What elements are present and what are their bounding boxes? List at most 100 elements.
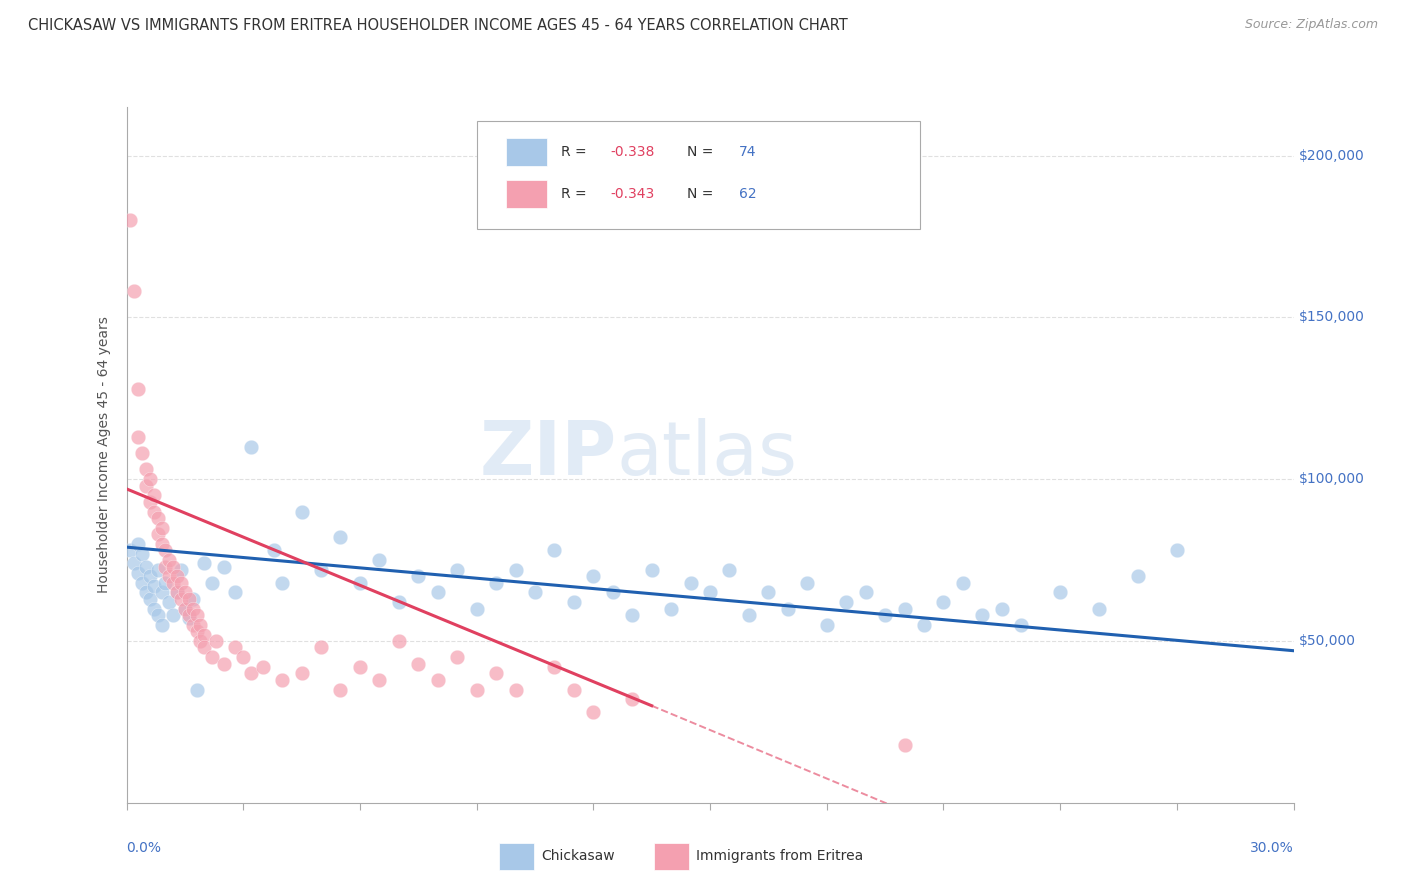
Point: [166, 585, 188, 599]
Point: [135, 462, 157, 476]
FancyBboxPatch shape: [506, 180, 547, 208]
Point: [166, 585, 188, 599]
Point: [212, 657, 235, 671]
FancyBboxPatch shape: [506, 138, 547, 166]
Point: [174, 601, 197, 615]
Point: [796, 575, 818, 590]
Point: [505, 682, 527, 697]
Point: [562, 595, 585, 609]
Point: [972, 608, 994, 623]
Point: [201, 650, 224, 665]
Point: [170, 591, 193, 606]
Text: Chickasaw: Chickasaw: [541, 849, 614, 863]
Point: [465, 682, 488, 697]
Point: [142, 601, 165, 615]
Point: [485, 666, 508, 681]
Point: [181, 591, 204, 606]
Point: [162, 559, 184, 574]
Point: [162, 608, 184, 623]
Point: [952, 575, 974, 590]
Point: [150, 521, 173, 535]
Point: [212, 559, 235, 574]
FancyBboxPatch shape: [477, 121, 920, 229]
Point: [157, 569, 180, 583]
Point: [240, 440, 263, 454]
Point: [205, 634, 228, 648]
Point: [446, 563, 468, 577]
Point: [157, 553, 180, 567]
Point: [142, 488, 165, 502]
Text: 0.0%: 0.0%: [127, 841, 162, 855]
Point: [139, 591, 162, 606]
Point: [181, 601, 204, 615]
Point: [543, 543, 565, 558]
Point: [582, 569, 605, 583]
Point: [186, 624, 208, 639]
Point: [127, 537, 149, 551]
Point: [193, 557, 215, 571]
Text: ZIP: ZIP: [479, 418, 617, 491]
Point: [1088, 601, 1111, 615]
Text: N =: N =: [686, 187, 717, 201]
Point: [815, 617, 838, 632]
Point: [349, 575, 371, 590]
Text: Immigrants from Eritrea: Immigrants from Eritrea: [696, 849, 863, 863]
Point: [174, 601, 197, 615]
Point: [408, 657, 430, 671]
Point: [271, 673, 294, 687]
Point: [162, 575, 184, 590]
Point: [131, 446, 153, 460]
Point: [120, 213, 142, 227]
Point: [738, 608, 761, 623]
Point: [523, 585, 546, 599]
Point: [1126, 569, 1149, 583]
Point: [127, 430, 149, 444]
Point: [485, 575, 508, 590]
Point: [659, 601, 682, 615]
Text: -0.343: -0.343: [610, 187, 655, 201]
Text: $150,000: $150,000: [1299, 310, 1365, 325]
Point: [190, 634, 212, 648]
Point: [1010, 617, 1032, 632]
Point: [224, 585, 246, 599]
Point: [679, 575, 702, 590]
Point: [349, 660, 371, 674]
Point: [135, 559, 157, 574]
Point: [139, 472, 162, 486]
Point: [142, 579, 165, 593]
Point: [388, 595, 411, 609]
Text: $100,000: $100,000: [1299, 472, 1365, 486]
Point: [177, 591, 200, 606]
Point: [290, 666, 312, 681]
Point: [146, 608, 169, 623]
Text: R =: R =: [561, 145, 591, 159]
Point: [193, 640, 215, 655]
Point: [146, 511, 169, 525]
Point: [240, 666, 263, 681]
Point: [127, 566, 149, 580]
Point: [893, 601, 915, 615]
Point: [835, 595, 858, 609]
Point: [875, 608, 897, 623]
Text: 74: 74: [740, 145, 756, 159]
Point: [776, 601, 799, 615]
Text: CHICKASAW VS IMMIGRANTS FROM ERITREA HOUSEHOLDER INCOME AGES 45 - 64 YEARS CORRE: CHICKASAW VS IMMIGRANTS FROM ERITREA HOU…: [28, 18, 848, 33]
Point: [139, 569, 162, 583]
Point: [271, 575, 294, 590]
Point: [426, 673, 449, 687]
Point: [170, 575, 193, 590]
Point: [505, 563, 527, 577]
Text: R =: R =: [561, 187, 591, 201]
Point: [932, 595, 955, 609]
Point: [155, 543, 177, 558]
Point: [1166, 543, 1188, 558]
Point: [232, 650, 254, 665]
Point: [641, 563, 664, 577]
Point: [174, 585, 197, 599]
Point: [150, 537, 173, 551]
Point: [465, 601, 488, 615]
Point: [150, 617, 173, 632]
Point: [177, 611, 200, 625]
Point: [756, 585, 779, 599]
Point: [139, 495, 162, 509]
